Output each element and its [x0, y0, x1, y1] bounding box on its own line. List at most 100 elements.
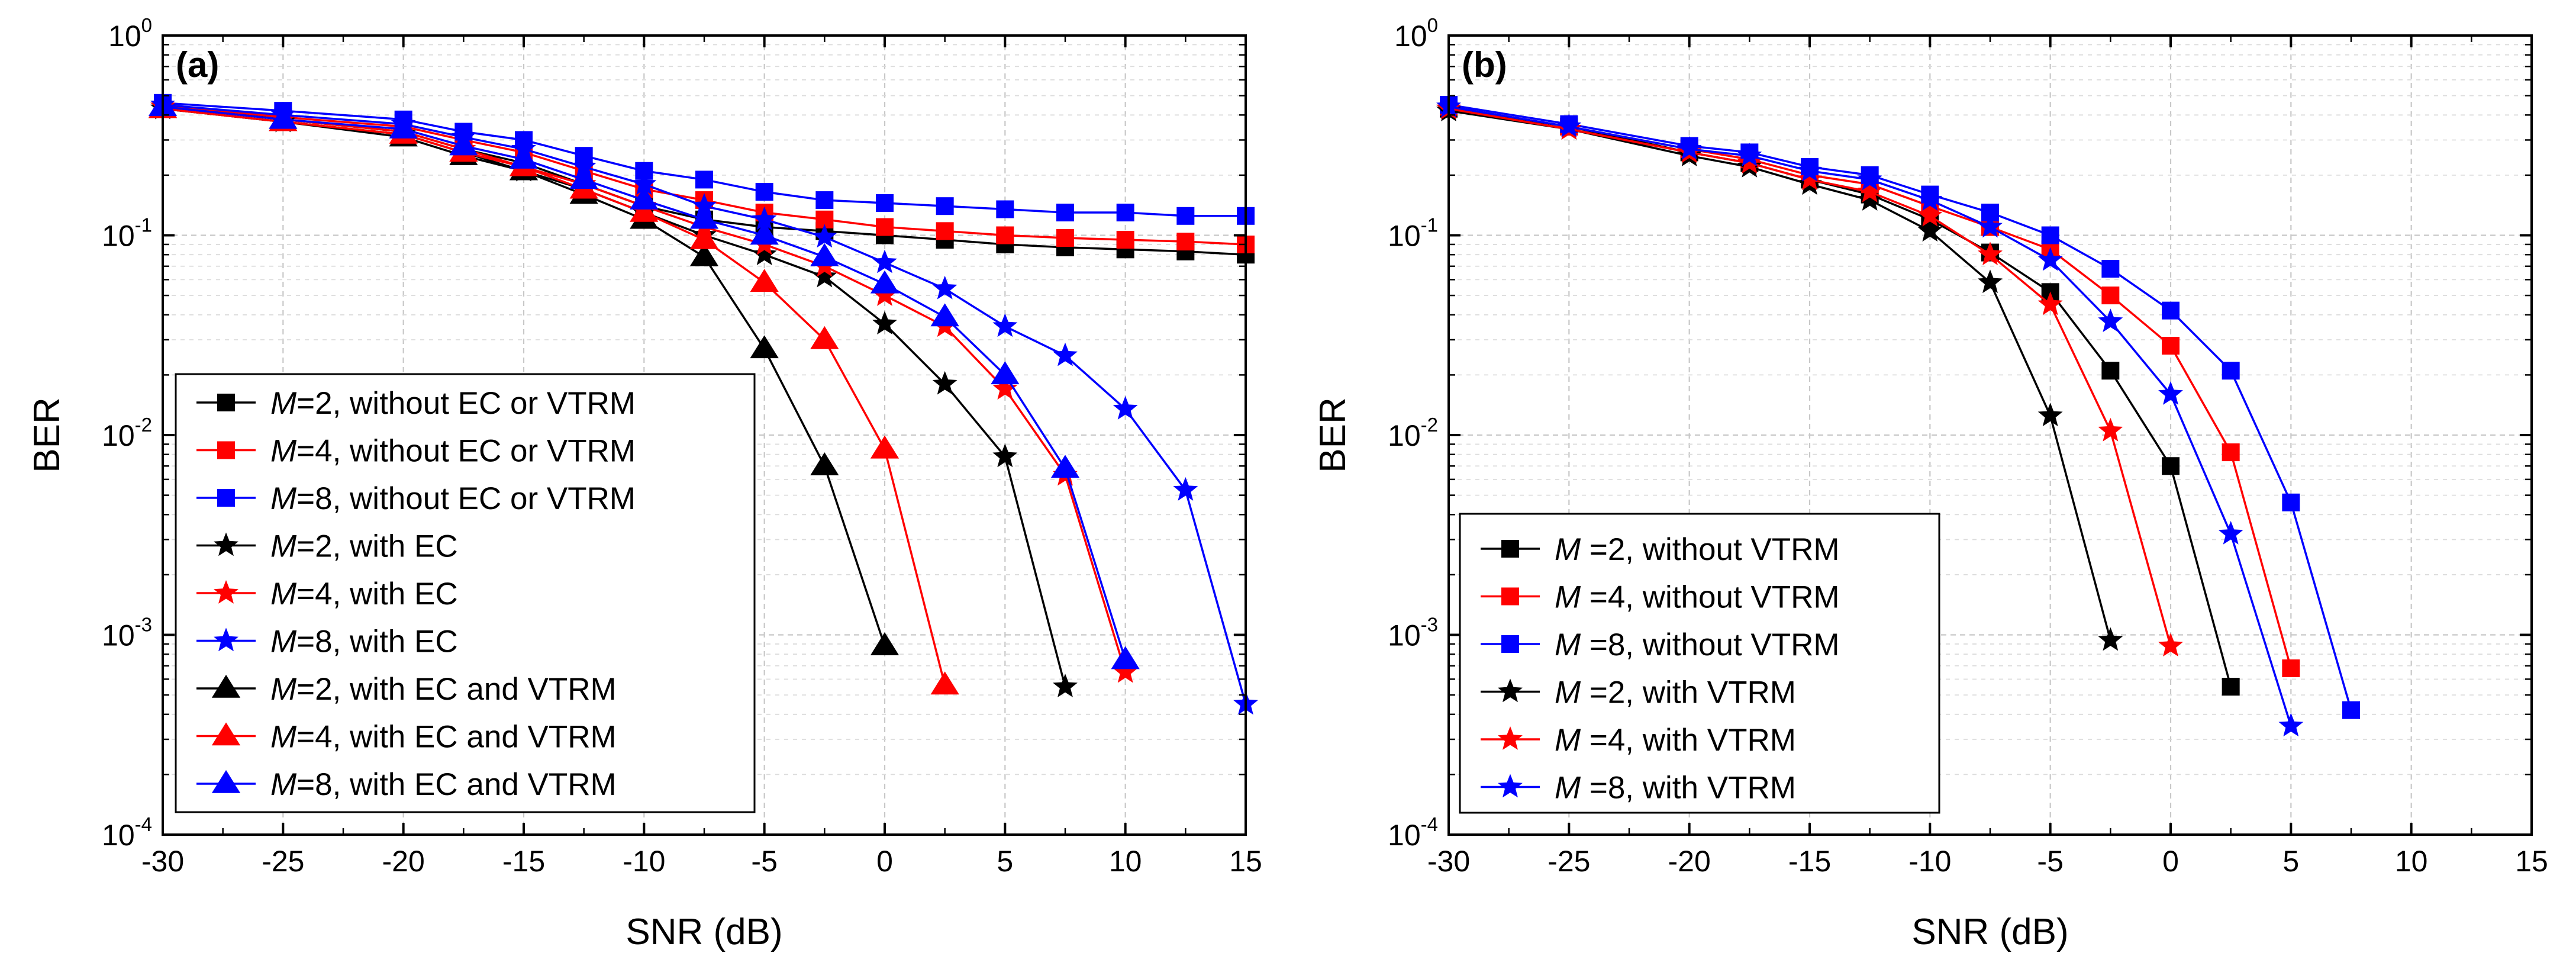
data-point	[755, 183, 773, 201]
data-point	[1050, 455, 1080, 478]
legend-label: M =8, without VTRM	[1555, 627, 1840, 662]
data-point	[815, 191, 834, 210]
legend-label: M=4, with EC	[270, 577, 458, 611]
y-axis-title: BER	[27, 397, 67, 472]
data-point	[2282, 659, 2300, 678]
legend-box	[175, 373, 756, 813]
data-point	[930, 303, 959, 327]
data-point	[695, 170, 713, 189]
data-point	[992, 443, 1018, 468]
legend-marker	[1498, 774, 1523, 798]
data-point	[810, 326, 839, 349]
data-point	[996, 226, 1014, 244]
data-point	[1978, 214, 2003, 238]
data-point	[810, 452, 839, 476]
legend-label: M=8, without EC or VTRM	[270, 481, 636, 516]
legend-label: M =2, with VTRM	[1555, 675, 1796, 710]
data-point	[2342, 701, 2360, 719]
data-point	[569, 166, 598, 189]
legend-marker	[214, 532, 238, 556]
legend-marker	[1501, 587, 1519, 606]
data-point	[876, 218, 894, 236]
legend-label: M=2, with EC	[270, 529, 458, 564]
x-tick-label: -25	[262, 845, 304, 878]
legend-item: M =4, with VTRM	[1481, 723, 1796, 758]
data-point	[2282, 493, 2300, 511]
x-axis-title: SNR (dB)	[1911, 912, 2068, 952]
data-point	[1857, 179, 1882, 202]
legend-label: M=2, with EC and VTRM	[270, 672, 617, 707]
data-point	[1677, 136, 1702, 160]
x-tick-label: -20	[1668, 845, 1711, 878]
data-point	[1917, 218, 1943, 242]
data-point	[2278, 713, 2304, 737]
data-point	[1056, 228, 1074, 247]
data-point	[872, 311, 897, 335]
data-point	[872, 249, 897, 273]
data-point	[1797, 157, 1822, 182]
data-point	[2162, 337, 2180, 355]
legend-marker	[217, 441, 235, 459]
data-point	[2162, 457, 2180, 475]
legend-marker	[217, 489, 235, 507]
legend-item: M =8, with VTRM	[1481, 771, 1796, 806]
x-tick-label: -15	[1788, 845, 1831, 878]
x-tick-label: 15	[2515, 845, 2548, 878]
data-point	[812, 224, 837, 248]
x-tick-label: -20	[382, 845, 425, 878]
data-point	[2037, 247, 2063, 271]
y-tick-label: 10-1	[102, 214, 152, 253]
legend-marker	[211, 674, 241, 698]
y-tick-label: 10-3	[1388, 614, 1438, 652]
legend-item: M=2, with EC	[196, 529, 458, 564]
y-axis-title: BER	[1313, 397, 1353, 472]
data-point	[2158, 633, 2183, 657]
data-point	[992, 376, 1018, 400]
data-point	[1111, 646, 1140, 669]
series-line	[162, 107, 946, 685]
data-point	[1917, 202, 1943, 227]
legend-marker	[211, 770, 241, 793]
data-point	[870, 270, 899, 294]
x-tick-label: 10	[2395, 845, 2428, 878]
data-point	[630, 186, 659, 210]
x-tick-label: -10	[623, 845, 665, 878]
series-6	[1436, 94, 2304, 737]
data-point	[752, 206, 777, 230]
data-point	[689, 226, 719, 249]
legend-marker	[214, 627, 238, 652]
data-point	[812, 263, 837, 288]
legend-label: M =4, without VTRM	[1555, 580, 1840, 615]
legend-label: M=4, without EC or VTRM	[270, 434, 636, 469]
data-point	[750, 221, 779, 245]
data-point	[1056, 204, 1074, 222]
data-point	[689, 243, 719, 266]
data-point	[631, 171, 657, 195]
data-point	[2037, 403, 2063, 427]
x-tick-label: -5	[751, 845, 777, 878]
data-point	[872, 282, 897, 306]
x-tick-label: -10	[1908, 845, 1951, 878]
panel-label: (b)	[1462, 45, 1507, 85]
legend-marker	[1498, 726, 1523, 750]
x-tick-label: 10	[1109, 845, 1142, 878]
y-tick-label: 10-4	[102, 813, 152, 852]
y-tick-label: 10-3	[102, 614, 152, 652]
legend-item: M=2, without EC or VTRM	[196, 386, 636, 421]
data-point	[269, 105, 298, 129]
data-point	[630, 198, 659, 222]
legend-item: M =2, with VTRM	[1481, 675, 1796, 710]
data-point	[2222, 443, 2240, 462]
data-point	[571, 153, 597, 178]
data-point	[932, 275, 957, 300]
data-point	[930, 671, 959, 695]
data-point	[1053, 674, 1078, 697]
data-point	[449, 132, 478, 156]
data-point	[692, 193, 717, 217]
data-point	[1978, 269, 2003, 294]
data-point	[1053, 342, 1078, 366]
legend-item: M =4, without VTRM	[1481, 580, 1840, 615]
data-point	[2101, 362, 2120, 380]
